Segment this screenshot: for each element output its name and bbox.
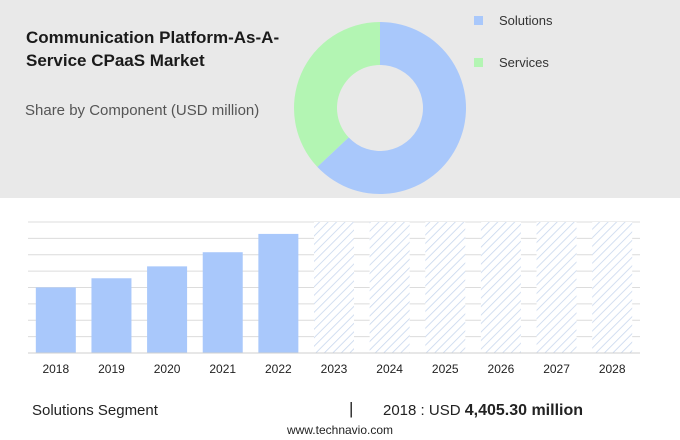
chart-subtitle: Share by Component (USD million) xyxy=(25,102,260,119)
footer-value: 2018 : USD 4,405.30 million xyxy=(383,402,583,420)
legend-label-services: Services xyxy=(499,55,549,70)
footer-value-amount: 4,405.30 million xyxy=(464,402,583,419)
bar-2020 xyxy=(147,266,188,353)
footer-url: www.technavio.com xyxy=(286,423,394,437)
x-tick-label-2018: 2018 xyxy=(42,362,69,376)
x-tick-label-2026: 2026 xyxy=(488,362,515,376)
x-tick-label-2021: 2021 xyxy=(209,362,236,376)
x-tick-label-2027: 2027 xyxy=(543,362,570,376)
forecast-bar-2025 xyxy=(425,222,466,353)
x-tick-label-2024: 2024 xyxy=(376,362,403,376)
forecast-bar-2023 xyxy=(314,222,354,353)
x-tick-label-2028: 2028 xyxy=(599,362,626,376)
chart-title: Communication Platform-As-A-Service CPaa… xyxy=(26,28,280,70)
bar-2022 xyxy=(258,233,299,353)
forecast-bar-2027 xyxy=(536,222,577,353)
x-tick-label-2022: 2022 xyxy=(265,362,292,376)
x-tick-label-2023: 2023 xyxy=(321,362,348,376)
footer-divider: | xyxy=(349,399,354,418)
bar-2019 xyxy=(91,278,132,353)
x-tick-label-2025: 2025 xyxy=(432,362,459,376)
legend-swatch-solutions xyxy=(474,16,483,26)
donut-slice-services xyxy=(294,22,380,167)
donut-chart xyxy=(294,22,466,194)
footer-value-prefix: 2018 : USD xyxy=(383,402,461,419)
donut-slice-solutions xyxy=(317,22,466,194)
bar-2021 xyxy=(202,252,243,353)
footer-segment: Solutions Segment xyxy=(32,402,158,419)
forecast-bar-2024 xyxy=(369,222,410,353)
legend-item-services: Services xyxy=(474,55,549,70)
legend-item-solutions: Solutions xyxy=(474,13,552,28)
forecast-bar-2028 xyxy=(592,222,633,353)
legend-swatch-services xyxy=(474,58,483,68)
x-tick-label-2020: 2020 xyxy=(154,362,181,376)
legend-label-solutions: Solutions xyxy=(499,13,553,28)
bar-chart: 2018 2019 2020 2021 2022 2023 2024 2025 2026 2027… xyxy=(28,221,640,376)
bar-2018 xyxy=(35,287,76,353)
forecast-bar-2026 xyxy=(480,222,521,353)
x-tick-label-2019: 2019 xyxy=(98,362,125,376)
